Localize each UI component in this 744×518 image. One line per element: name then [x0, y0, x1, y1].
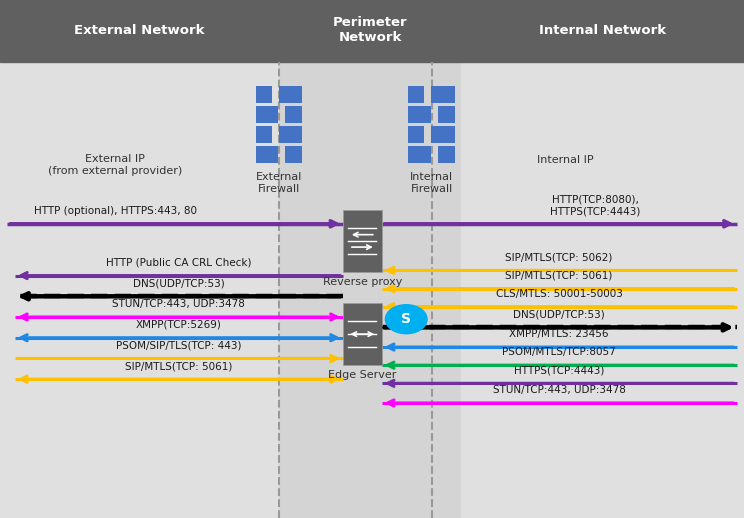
Text: STUN/TCP:443, UDP:3478: STUN/TCP:443, UDP:3478 [112, 299, 246, 309]
FancyBboxPatch shape [279, 126, 302, 143]
FancyBboxPatch shape [437, 106, 455, 123]
Text: HTTPS(TCP:4443): HTTPS(TCP:4443) [514, 366, 604, 376]
Text: DNS(UDP/TCP:53): DNS(UDP/TCP:53) [133, 279, 225, 289]
Bar [461, 0, 744, 62]
Text: Internal
Firewall: Internal Firewall [410, 172, 453, 194]
Text: XMPP(TCP:5269): XMPP(TCP:5269) [136, 320, 222, 330]
Text: HTTP(TCP:8080),
HTTPS(TCP:4443): HTTP(TCP:8080), HTTPS(TCP:4443) [550, 194, 641, 216]
FancyBboxPatch shape [408, 106, 431, 123]
Text: Internal IP: Internal IP [537, 154, 594, 165]
Bar [279, 62, 461, 518]
Bar [279, 0, 461, 62]
Text: HTTP (optional), HTTPS:443, 80: HTTP (optional), HTTPS:443, 80 [33, 206, 197, 216]
FancyBboxPatch shape [256, 126, 272, 143]
Text: External
Firewall: External Firewall [256, 172, 302, 194]
FancyBboxPatch shape [437, 146, 455, 163]
FancyBboxPatch shape [343, 210, 382, 271]
Text: SIP/MTLS(TCP: 5062): SIP/MTLS(TCP: 5062) [505, 253, 613, 263]
Text: External IP
(from external provider): External IP (from external provider) [48, 154, 182, 176]
FancyBboxPatch shape [256, 106, 278, 123]
FancyBboxPatch shape [285, 146, 302, 163]
Text: DNS(UDP/TCP:53): DNS(UDP/TCP:53) [513, 310, 605, 320]
Bar [0, 0, 279, 62]
Text: Edge Server: Edge Server [328, 370, 397, 380]
Text: SIP/MTLS(TCP: 5061): SIP/MTLS(TCP: 5061) [125, 362, 233, 371]
Text: SIP/MTLS(TCP: 5061): SIP/MTLS(TCP: 5061) [505, 271, 613, 281]
FancyBboxPatch shape [432, 85, 455, 103]
Bar [0, 62, 279, 518]
Text: CLS/MTLS: 50001-50003: CLS/MTLS: 50001-50003 [496, 289, 623, 299]
FancyBboxPatch shape [343, 304, 382, 365]
Text: Perimeter
Network: Perimeter Network [333, 16, 408, 44]
FancyBboxPatch shape [285, 106, 302, 123]
Text: S: S [401, 312, 411, 326]
FancyBboxPatch shape [432, 126, 455, 143]
Text: XMPP/MTLS: 23456: XMPP/MTLS: 23456 [510, 329, 609, 339]
Circle shape [385, 305, 427, 334]
FancyBboxPatch shape [279, 85, 302, 103]
FancyBboxPatch shape [408, 146, 431, 163]
Text: PSOM/SIP/TLS(TCP: 443): PSOM/SIP/TLS(TCP: 443) [116, 341, 242, 351]
FancyBboxPatch shape [256, 85, 272, 103]
Text: STUN/TCP:443, UDP:3478: STUN/TCP:443, UDP:3478 [493, 385, 626, 395]
Text: Reverse proxy: Reverse proxy [323, 277, 402, 287]
FancyBboxPatch shape [408, 126, 424, 143]
Text: External Network: External Network [74, 23, 205, 37]
Text: HTTP (Public CA CRL Check): HTTP (Public CA CRL Check) [106, 258, 251, 268]
FancyBboxPatch shape [256, 146, 278, 163]
Text: Internal Network: Internal Network [539, 23, 666, 37]
FancyBboxPatch shape [408, 85, 424, 103]
Text: PSOM/MTLS/TCP:8057: PSOM/MTLS/TCP:8057 [502, 348, 616, 357]
Bar [461, 62, 744, 518]
